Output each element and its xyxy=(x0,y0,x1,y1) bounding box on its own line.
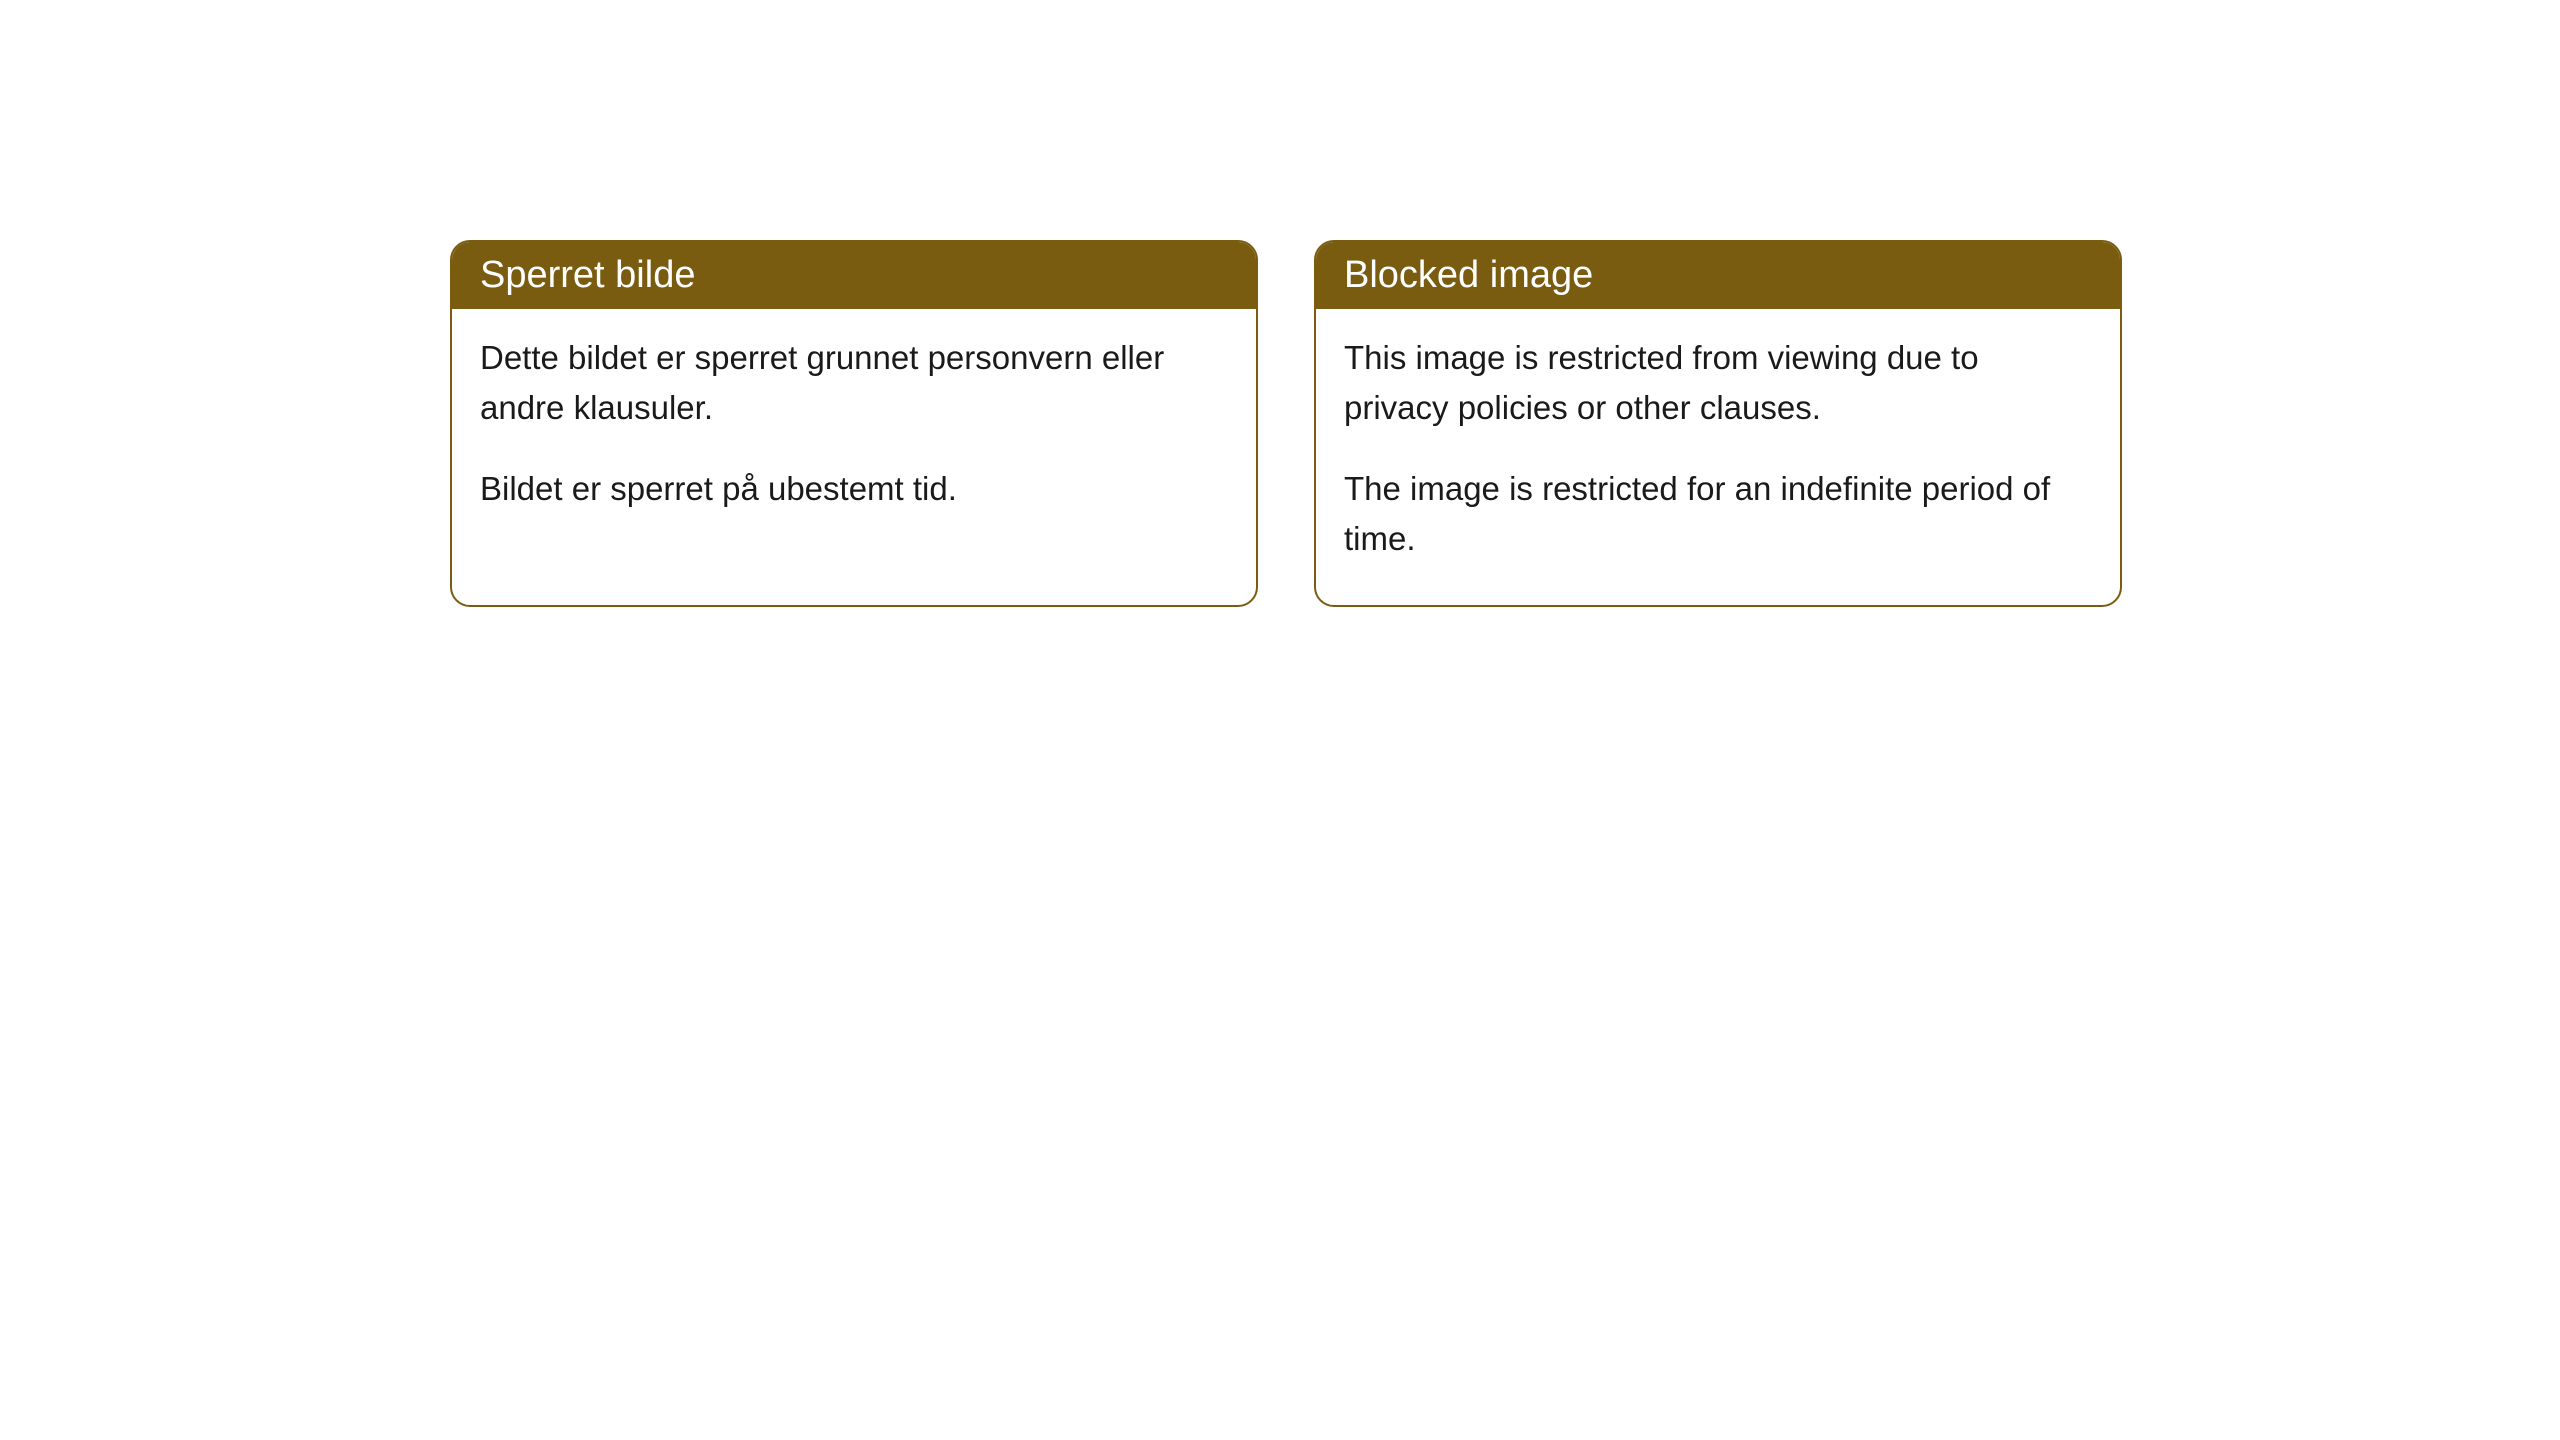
blocked-image-card-no: Sperret bilde Dette bildet er sperret gr… xyxy=(450,240,1258,607)
card-header-en: Blocked image xyxy=(1316,242,2120,309)
card-paragraph: Dette bildet er sperret grunnet personve… xyxy=(480,333,1228,432)
card-body-en: This image is restricted from viewing du… xyxy=(1316,309,2120,605)
card-paragraph: This image is restricted from viewing du… xyxy=(1344,333,2092,432)
card-paragraph: Bildet er sperret på ubestemt tid. xyxy=(480,464,1228,514)
card-paragraph: The image is restricted for an indefinit… xyxy=(1344,464,2092,563)
card-header-no: Sperret bilde xyxy=(452,242,1256,309)
notice-container: Sperret bilde Dette bildet er sperret gr… xyxy=(450,240,2122,607)
card-body-no: Dette bildet er sperret grunnet personve… xyxy=(452,309,1256,556)
blocked-image-card-en: Blocked image This image is restricted f… xyxy=(1314,240,2122,607)
